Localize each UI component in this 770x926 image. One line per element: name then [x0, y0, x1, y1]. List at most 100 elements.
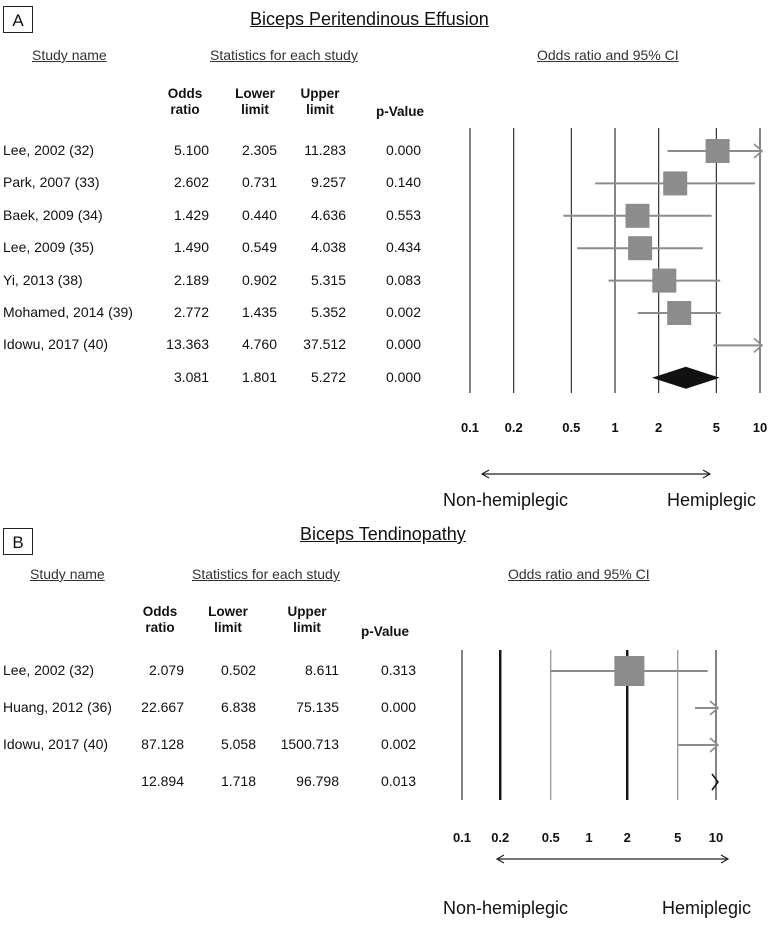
study-name-header: Study name: [32, 47, 107, 63]
upper-limit-cell: 5.315: [310, 271, 346, 288]
ci-header: Odds ratio and 95% CI: [537, 47, 679, 63]
study-name-cell: Idowu, 2017 (40): [3, 336, 109, 353]
lower-limit-cell: 0.549: [241, 239, 277, 256]
panel-label: A: [3, 6, 33, 33]
study-name-cell: Baek, 2009 (34): [3, 206, 103, 223]
lower-limit-cell: 1.718: [220, 773, 256, 789]
study-name-header: Study name: [30, 566, 105, 582]
upper-limit-cell: 5.352: [310, 304, 346, 320]
ci-arrowhead: [753, 143, 764, 159]
stats-header: Statistics for each study: [210, 47, 358, 63]
study-name-cell: Yi, 2013 (38): [3, 271, 83, 288]
p-value-cell: 0.434: [385, 239, 421, 256]
p-value-cell: 0.000: [385, 368, 421, 385]
lower-limit-cell: 0.440: [241, 206, 277, 223]
direction-arrowhead-left: [480, 469, 490, 479]
study-name-cell: Idowu, 2017 (40): [3, 736, 109, 752]
direction-left-label: Non-hemiplegic: [443, 490, 569, 510]
chart-title: Biceps Tendinopathy: [300, 524, 466, 544]
lower-limit-cell: 0.502: [220, 662, 256, 678]
upper-limit-cell: 11.283: [304, 142, 346, 158]
lower-limit-cell: 4.760: [241, 336, 277, 353]
direction-right-label: Hemiplegic: [662, 898, 752, 918]
odds-ratio-cell: 3.081: [173, 368, 209, 385]
study-name-cell: Huang, 2012 (36): [3, 699, 112, 715]
col-p-value: p-Value: [360, 624, 409, 639]
upper-limit-cell: 9.257: [310, 174, 346, 191]
x-tick-label: 0.1: [461, 420, 479, 435]
odds-ratio-cell: 13.363: [166, 336, 209, 353]
ci-arrowhead: [709, 700, 720, 716]
direction-right-label: Hemiplegic: [667, 490, 757, 510]
odds-ratio-cell: 87.128: [141, 736, 184, 752]
direction-arrowhead-right: [720, 854, 730, 864]
odds-ratio-cell: 2.189: [173, 271, 209, 288]
odds-ratio-cell: 12.894: [141, 773, 184, 789]
lower-limit-cell: 6.838: [220, 699, 256, 715]
p-value-cell: 0.313: [380, 662, 416, 678]
ci-header: Odds ratio and 95% CI: [508, 566, 650, 582]
p-value-cell: 0.002: [385, 304, 421, 320]
odds-ratio-marker: [614, 656, 645, 686]
x-tick-label: 1: [611, 420, 618, 435]
p-value-cell: 0.140: [385, 174, 421, 191]
x-tick-label: 2: [624, 830, 631, 845]
x-tick-label: 0.2: [505, 420, 523, 435]
x-tick-label: 0.5: [562, 420, 580, 435]
p-value-cell: 0.083: [385, 271, 421, 288]
chart-title: Biceps Peritendinous Effusion: [250, 9, 489, 29]
odds-ratio-cell: 22.667: [141, 699, 184, 715]
upper-limit-cell: 1500.713: [280, 736, 339, 752]
lower-limit-cell: 0.902: [241, 271, 277, 288]
p-value-cell: 0.013: [380, 773, 416, 789]
x-tick-label: 1: [585, 830, 592, 845]
forest-plot-a: 0.1 0.2 0.5 1 2 5 10: [461, 128, 767, 479]
ci-arrowhead: [753, 337, 764, 354]
panel-a: A Biceps Peritendinous Effusion Study na…: [3, 6, 767, 510]
stats-header: Statistics for each study: [192, 566, 340, 582]
lower-limit-cell: 1.435: [241, 304, 277, 320]
odds-ratio-cell: 2.602: [173, 174, 209, 191]
col-p-value: p-Value: [375, 104, 424, 119]
lower-limit-cell: 5.058: [220, 736, 256, 752]
ci-arrowhead: [709, 737, 720, 753]
x-tick-label: 5: [713, 420, 720, 435]
odds-ratio-cell: 1.490: [173, 239, 209, 256]
odds-ratio-cell: 2.772: [173, 304, 209, 320]
lower-limit-cell: 1.801: [241, 368, 277, 385]
upper-limit-cell: 8.611: [305, 662, 339, 678]
odds-ratio-marker: [667, 301, 692, 325]
col-upper-limit: Upper limit: [287, 604, 327, 635]
lower-limit-cell: 0.731: [241, 174, 277, 191]
col-odds-ratio: Odds ratio: [142, 604, 178, 635]
upper-limit-cell: 5.272: [310, 368, 346, 385]
x-tick-label: 10: [753, 420, 767, 435]
lower-limit-cell: 2.305: [241, 142, 277, 158]
study-name-cell: Lee, 2002 (32): [3, 662, 95, 678]
x-tick-label: 0.5: [542, 830, 560, 845]
odds-ratio-marker: [625, 203, 650, 228]
study-name-cell: Park, 2007 (33): [3, 174, 100, 191]
upper-limit-cell: 4.636: [310, 206, 346, 223]
p-value-cell: 0.000: [385, 336, 421, 353]
col-upper-limit: Upper limit: [300, 86, 340, 117]
p-value-cell: 0.553: [385, 206, 421, 223]
p-value-cell: 0.000: [385, 142, 421, 158]
x-tick-label: 0.2: [491, 830, 509, 845]
p-value-cell: 0.002: [380, 736, 416, 752]
upper-limit-cell: 75.135: [296, 699, 339, 715]
summary-diamond: [652, 366, 720, 389]
panel-label: B: [3, 528, 33, 555]
direction-arrowhead-left: [495, 854, 505, 864]
odds-ratio-cell: 5.100: [173, 142, 209, 158]
study-name-cell: Mohamed, 2014 (39): [3, 304, 133, 320]
panel-b: B Biceps Tendinopathy Study name Statist…: [0, 520, 770, 926]
odds-ratio-marker: [663, 171, 688, 196]
x-tick-label: 2: [655, 420, 662, 435]
upper-limit-cell: 96.798: [296, 773, 339, 789]
x-tick-label: 0.1: [453, 830, 471, 845]
upper-limit-cell: 4.038: [310, 239, 346, 256]
direction-left-label: Non-hemiplegic: [443, 898, 569, 918]
odds-ratio-cell: 2.079: [148, 662, 184, 678]
upper-limit-cell: 37.512: [303, 336, 346, 353]
